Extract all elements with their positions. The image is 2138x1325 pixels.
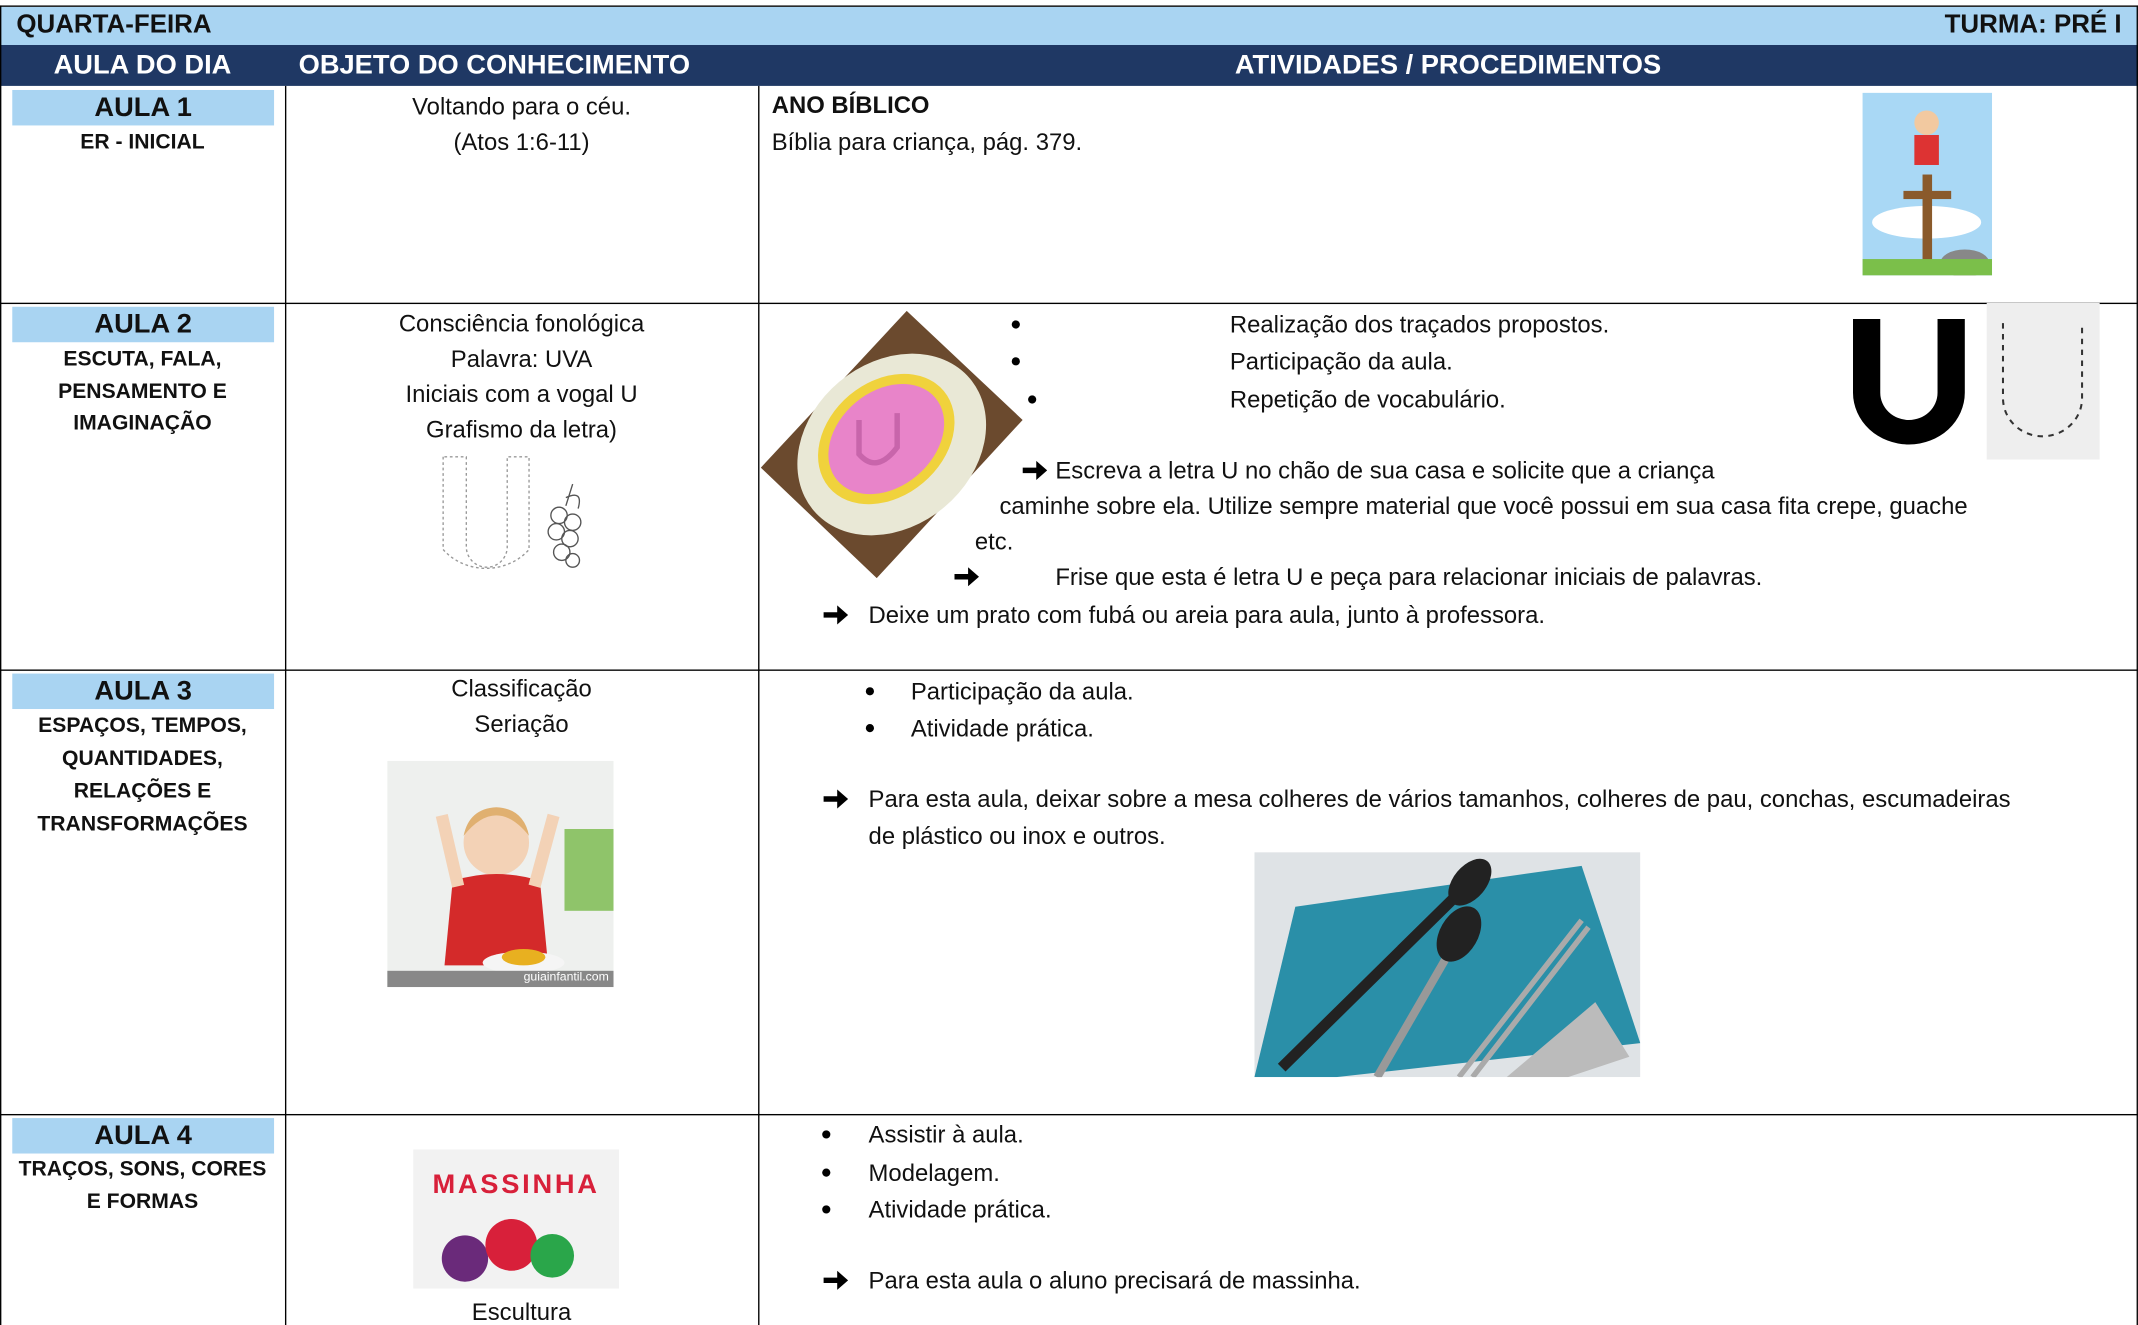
objeto: Consciência fonológica bbox=[398, 309, 645, 337]
border bbox=[0, 669, 2138, 671]
arrow-text: Frise que esta é letra U e peça para rel… bbox=[1055, 563, 1763, 591]
area: E FORMAS bbox=[86, 1190, 199, 1214]
bullet bbox=[822, 1168, 831, 1177]
image-text: MASSINHA bbox=[432, 1169, 600, 1200]
bullet bbox=[822, 1130, 831, 1139]
objeto: Grafismo da letra) bbox=[426, 415, 618, 444]
class: TURMA: PRÉ I bbox=[1944, 10, 2122, 40]
arrow-text: de plástico ou inox e outros. bbox=[868, 822, 1166, 850]
day: QUARTA-FEIRA bbox=[16, 10, 212, 40]
bullet bbox=[1028, 395, 1037, 404]
dotted-u-image bbox=[1986, 302, 2100, 460]
text: Bíblia para criança, pág. 379. bbox=[771, 128, 1083, 156]
area: IMAGINAÇÃO bbox=[73, 411, 212, 435]
bullet-text: Participação da aula. bbox=[1229, 347, 1453, 375]
bullet-text: Assistir à aula. bbox=[868, 1120, 1024, 1149]
arrow bbox=[1022, 460, 1048, 480]
arrow-text: Para esta aula, deixar sobre a mesa colh… bbox=[868, 785, 2011, 813]
area: RELAÇÕES E bbox=[73, 779, 212, 804]
child-image bbox=[387, 760, 614, 988]
bullet bbox=[822, 1205, 831, 1214]
area: QUANTIDADES, bbox=[62, 747, 223, 771]
objeto: Escultura bbox=[471, 1298, 572, 1325]
border bbox=[0, 5, 2, 1325]
arrow bbox=[954, 567, 979, 587]
aula-label: AULA 2 bbox=[12, 306, 275, 343]
sky-image bbox=[1862, 92, 1993, 276]
bullet-text: Repetição de vocabulário. bbox=[1229, 385, 1506, 414]
top-bar bbox=[0, 6, 2138, 45]
arrow-text: caminhe sobre ela. Utilize sempre materi… bbox=[999, 492, 1968, 520]
bullet-text: Realização dos traçados propostos. bbox=[1229, 310, 1610, 339]
arrow bbox=[823, 1270, 849, 1290]
border bbox=[0, 302, 2138, 305]
column-header: ATIVIDADES / PROCEDIMENTOS bbox=[1234, 50, 1662, 81]
area: PENSAMENTO E bbox=[58, 380, 227, 404]
border bbox=[0, 5, 2138, 7]
aula-label: AULA 1 bbox=[12, 89, 275, 126]
arrow bbox=[823, 789, 849, 809]
objeto: Voltando para o céu. bbox=[412, 92, 631, 120]
utensils-image bbox=[1254, 852, 1641, 1078]
column-header: OBJETO DO CONHECIMENTO bbox=[298, 50, 691, 81]
area: TRANSFORMAÇÕES bbox=[37, 812, 248, 836]
objeto: (Atos 1:6-11) bbox=[453, 128, 590, 156]
bullet-text: Atividade prática. bbox=[910, 714, 1094, 742]
bullet bbox=[865, 687, 875, 696]
arrow bbox=[823, 605, 849, 625]
area: TRAÇOS, SONS, CORES bbox=[18, 1157, 267, 1181]
objeto: Seriação bbox=[474, 710, 569, 738]
column-header-bar bbox=[0, 44, 2138, 86]
border bbox=[284, 85, 287, 1325]
bullet-text: Atividade prática. bbox=[868, 1195, 1052, 1224]
letter-u-image bbox=[442, 456, 582, 569]
area: ESPAÇOS, TEMPOS, bbox=[38, 714, 247, 738]
plate-image bbox=[760, 310, 1023, 579]
letter-u-image bbox=[1852, 319, 1965, 445]
arrow-text: Deixe um prato com fubá ou areia para au… bbox=[868, 601, 1546, 629]
bullet bbox=[1011, 320, 1020, 329]
bullet bbox=[1011, 357, 1020, 366]
objeto: Palavra: UVA bbox=[450, 344, 593, 373]
area: ER - INICIAL bbox=[80, 130, 205, 155]
aula-label: AULA 3 bbox=[12, 673, 275, 710]
aula-label: AULA 4 bbox=[12, 1118, 275, 1154]
area: ESCUTA, FALA, bbox=[63, 347, 222, 371]
border bbox=[0, 1113, 2138, 1116]
bullet bbox=[865, 724, 875, 733]
arrow-text: Escreva a letra U no chão de sua casa e … bbox=[1055, 456, 1715, 485]
arrow-text: etc. bbox=[974, 527, 1014, 555]
heading: ANO BÍBLICO bbox=[771, 91, 930, 119]
objeto: Iniciais com a vogal U bbox=[405, 380, 638, 408]
arrow-text: Para esta aula o aluno precisará de mass… bbox=[868, 1266, 1361, 1294]
objeto: Classificação bbox=[451, 674, 592, 703]
bullet-text: Modelagem. bbox=[868, 1158, 1000, 1187]
image-caption: guiainfantil.com bbox=[523, 969, 609, 984]
border bbox=[2136, 5, 2138, 1325]
border bbox=[758, 85, 760, 1325]
column-header: AULA DO DIA bbox=[53, 50, 232, 81]
bullet-text: Participação da aula. bbox=[910, 677, 1134, 705]
clay-image bbox=[413, 1149, 620, 1289]
